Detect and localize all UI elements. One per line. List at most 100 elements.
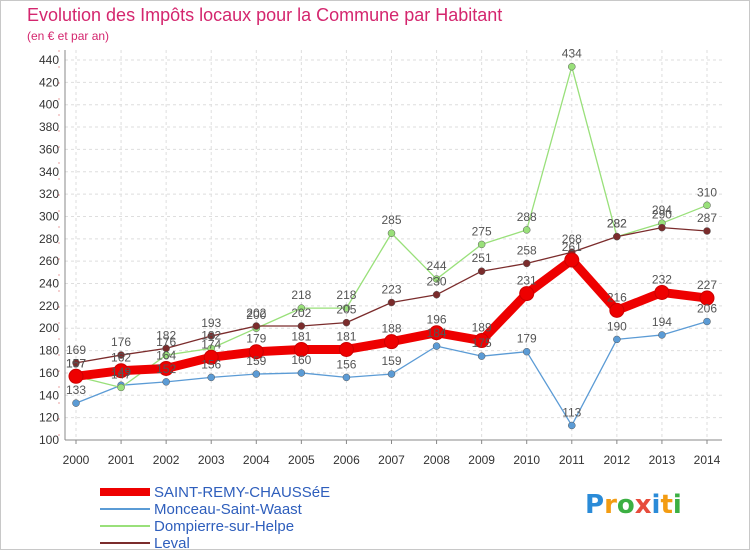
data-label: 218 (291, 288, 311, 302)
data-label: 285 (381, 213, 401, 227)
data-point (522, 259, 531, 268)
data-label: 190 (607, 319, 627, 333)
data-label: 227 (697, 278, 717, 292)
data-point (429, 325, 445, 341)
data-label: 202 (246, 306, 266, 320)
data-label: 434 (562, 47, 582, 61)
legend-label: SAINT-REMY-CHAUSSéE (154, 484, 331, 501)
data-point (384, 334, 399, 350)
data-point (613, 335, 621, 344)
data-label: 179 (517, 332, 537, 346)
data-label: 174 (201, 337, 221, 351)
data-point (432, 342, 441, 350)
data-label: 113 (562, 405, 581, 419)
legend-swatch (100, 525, 150, 527)
y-tick-label: 280 (39, 232, 59, 246)
data-point (162, 378, 170, 386)
data-label: 184 (427, 326, 447, 340)
data-label: 261 (562, 240, 582, 254)
x-tick-label: 2013 (649, 453, 676, 467)
axes: 100 120 140 160 180 200 220 240 260 280 300 320 340 3… (39, 50, 722, 467)
data-point (568, 62, 576, 71)
x-tick-label: 2008 (423, 453, 450, 467)
data-label: 194 (652, 315, 672, 329)
data-point (703, 201, 711, 210)
data-label: 181 (291, 329, 311, 343)
data-point (522, 226, 531, 234)
y-tick-label: 400 (39, 98, 59, 112)
logo-letter: r (604, 490, 617, 520)
data-label: 147 (111, 367, 131, 381)
data-label: 230 (427, 275, 447, 289)
data-label: 202 (291, 306, 311, 320)
data-point (519, 286, 535, 302)
data-label: 218 (336, 288, 356, 302)
data-labels: 133 149 152 156 159 160 156 159 184 175 179 113 190 1… (66, 47, 717, 420)
y-tick-label: 360 (39, 142, 59, 156)
y-tick-label: 220 (39, 299, 59, 313)
data-point (474, 333, 490, 349)
logo-letter: t (660, 490, 673, 520)
data-label: 232 (652, 272, 672, 286)
data-label: 133 (66, 383, 86, 397)
logo-letter: i (651, 490, 661, 520)
data-point (293, 341, 309, 357)
data-label: 181 (336, 329, 356, 343)
legend-swatch (100, 542, 150, 544)
data-point (203, 349, 219, 365)
legend-label: Dompierre-sur-Helpe (154, 518, 295, 535)
logo-letter: i (672, 490, 682, 520)
data-point (477, 352, 486, 360)
data-label: 231 (517, 274, 537, 288)
data-label: 200 (246, 308, 266, 322)
data-point (297, 322, 306, 330)
legend-swatch (100, 508, 150, 510)
x-tick-label: 2001 (108, 453, 135, 467)
data-point (613, 232, 621, 241)
data-label: 205 (336, 303, 356, 317)
data-point (387, 229, 396, 237)
chart-subtitle: (en € et par an) (27, 29, 110, 43)
data-point (158, 360, 174, 376)
data-point (207, 373, 215, 382)
proxiti-logo: Proxiti (585, 490, 682, 520)
legend-label: Leval (154, 535, 190, 552)
x-tick-label: 2010 (513, 453, 540, 467)
data-label: 182 (156, 328, 176, 342)
y-tick-label: 420 (39, 75, 59, 89)
data-label: 282 (607, 217, 627, 231)
data-label: 275 (472, 224, 492, 238)
data-point (72, 359, 80, 367)
x-tick-label: 2004 (243, 453, 270, 467)
x-tick-label: 2000 (63, 453, 90, 467)
data-label: 189 (472, 321, 492, 335)
data-label: 288 (517, 210, 537, 224)
y-tick-label: 140 (39, 388, 59, 402)
data-label: 157 (66, 356, 86, 370)
data-label: 193 (201, 316, 221, 330)
data-point (522, 347, 531, 356)
data-label: 175 (472, 336, 492, 350)
data-label: 188 (381, 322, 401, 336)
data-label: 268 (562, 232, 582, 246)
data-label: 282 (607, 217, 627, 231)
logo-letter: P (585, 490, 605, 520)
data-point (248, 344, 264, 360)
data-label: 287 (697, 211, 717, 225)
data-label: 294 (652, 203, 672, 217)
data-label: 251 (472, 251, 492, 265)
data-point (342, 318, 351, 327)
data-label: 152 (156, 362, 176, 376)
data-point (252, 322, 261, 330)
data-label: 290 (652, 208, 672, 222)
data-point (609, 302, 625, 318)
data-point (72, 399, 80, 407)
data-point (703, 227, 711, 235)
data-point (658, 331, 666, 339)
data-label: 176 (111, 335, 131, 349)
y-tick-label: 340 (39, 165, 59, 179)
y-tick-label: 200 (39, 321, 59, 335)
data-label: 182 (201, 328, 221, 342)
data-label: 244 (427, 259, 447, 273)
chart-title: Evolution des Impôts locaux pour la Comm… (27, 5, 503, 25)
